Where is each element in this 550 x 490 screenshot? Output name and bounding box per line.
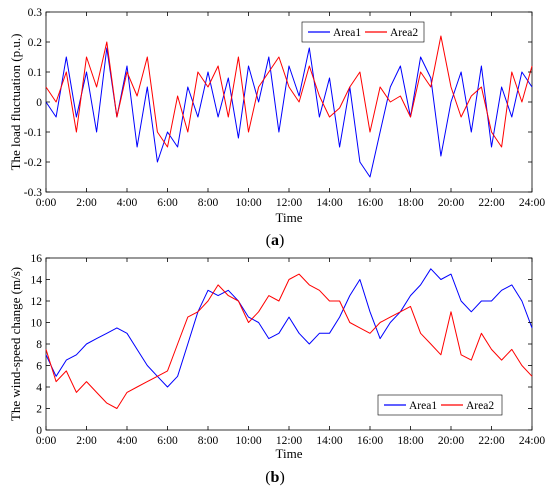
x-tick-label: 8:00 — [198, 197, 219, 209]
x-tick-label: 10:00 — [235, 197, 261, 209]
y-tick-label: 14 — [31, 275, 43, 287]
x-tick-label: 14:00 — [316, 435, 342, 447]
x-tick-label: 6:00 — [157, 197, 178, 209]
x-axis-label-a: Time — [276, 210, 303, 225]
panel-label-a: (a) — [266, 232, 285, 249]
y-tick-label: 6 — [36, 361, 42, 373]
x-tick-label: 10:00 — [235, 435, 261, 447]
y-tick-label: -0.2 — [24, 157, 42, 169]
series-line-area2-b — [45, 273, 533, 409]
plot-frame-a — [45, 11, 533, 193]
x-tick-label: 2:00 — [76, 435, 97, 447]
y-tick-label: 0.2 — [28, 37, 43, 49]
x-tick-label: 18:00 — [397, 435, 423, 447]
x-tick-label: 22:00 — [478, 435, 504, 447]
x-tick-label: 12:00 — [276, 435, 302, 447]
panel-label-b: (b) — [265, 469, 285, 486]
series-layer-a — [45, 35, 533, 178]
panel-label-b-suffix: ) — [279, 469, 284, 486]
x-tick-label: 0:00 — [36, 435, 57, 447]
y-tick-label: 8 — [36, 339, 42, 351]
y-axis-label-a: The load fluctuation (p.u.) — [8, 34, 23, 171]
x-tick-label: 20:00 — [438, 197, 464, 209]
ticks-layer-b: 0:00 2:00 4:00 6:00 8:00 10:00 12:00 14:00 16:00… — [31, 253, 546, 447]
x-tick-label: 14:00 — [316, 197, 342, 209]
chart-a: 0:00 2:00 4:00 6:00 8:00 10:00 12:00 14:00 16:00… — [8, 7, 545, 249]
y-tick-label: 0 — [36, 425, 42, 437]
y-tick-label: 0.3 — [28, 7, 43, 19]
series-line-area2-a — [45, 35, 533, 148]
x-tick-label: 0:00 — [36, 197, 57, 209]
legend-box-a — [301, 21, 425, 43]
y-tick-label: 10 — [31, 318, 43, 330]
x-tick-label: 16:00 — [357, 197, 383, 209]
x-tick-label: 20:00 — [438, 435, 464, 447]
y-tick-label: 0 — [36, 97, 42, 109]
x-tick-label: 8:00 — [198, 435, 219, 447]
ticks-layer-a: 0:00 2:00 4:00 6:00 8:00 10:00 12:00 14:00 16:00… — [24, 7, 546, 209]
x-tick-label: 24:00 — [519, 197, 545, 209]
legend-a: Area1 Area2 — [301, 21, 425, 43]
y-axis-label-b: The wind-speed change (m/s) — [8, 267, 23, 421]
x-tick-label: 2:00 — [76, 197, 97, 209]
y-tick-label: 4 — [36, 382, 42, 394]
legend-label-area1-a: Area1 — [333, 27, 361, 39]
x-tick-label: 16:00 — [357, 435, 383, 447]
x-tick-label: 12:00 — [276, 197, 302, 209]
x-tick-label: 22:00 — [478, 197, 504, 209]
series-layer-b — [45, 268, 533, 409]
y-tick-label: 0.1 — [28, 67, 43, 79]
legend-label-area2-a: Area2 — [390, 27, 418, 39]
x-tick-label: 6:00 — [157, 435, 178, 447]
panel-label-b-letter: b — [271, 469, 280, 486]
series-line-area1-a — [45, 47, 533, 178]
y-tick-label: 12 — [31, 296, 43, 308]
series-line-area1-b — [45, 268, 533, 388]
chart-b: 0:00 2:00 4:00 6:00 8:00 10:00 12:00 14:00 16:00… — [8, 253, 545, 486]
legend-label-area1-b: Area1 — [409, 400, 437, 412]
panel-label-a-prefix: ( — [266, 232, 271, 249]
panel-label-a-letter: a — [271, 232, 279, 249]
y-tick-label: 16 — [31, 253, 43, 265]
panel-label-b-prefix: ( — [265, 469, 270, 486]
x-tick-label: 24:00 — [519, 435, 545, 447]
x-axis-label-b: Time — [276, 446, 303, 461]
legend-b: Area1 Area2 — [377, 394, 503, 416]
legend-box-b — [377, 394, 503, 416]
x-tick-label: 18:00 — [397, 197, 423, 209]
legend-label-area2-b: Area2 — [466, 400, 494, 412]
y-tick-label: -0.1 — [24, 127, 42, 139]
y-tick-label: 2 — [36, 404, 42, 416]
y-tick-label: -0.3 — [24, 187, 42, 199]
x-tick-label: 4:00 — [117, 197, 138, 209]
panel-label-a-suffix: ) — [279, 232, 284, 249]
x-tick-label: 4:00 — [117, 435, 138, 447]
